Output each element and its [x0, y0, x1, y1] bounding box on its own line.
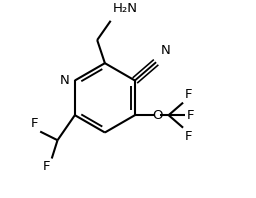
Text: F: F: [31, 117, 38, 130]
Text: F: F: [187, 109, 194, 122]
Text: N: N: [59, 74, 69, 87]
Text: H₂N: H₂N: [113, 2, 137, 15]
Text: F: F: [185, 130, 193, 143]
Text: F: F: [185, 88, 193, 101]
Text: F: F: [42, 160, 50, 173]
Text: O: O: [152, 109, 162, 122]
Text: N: N: [161, 44, 171, 57]
